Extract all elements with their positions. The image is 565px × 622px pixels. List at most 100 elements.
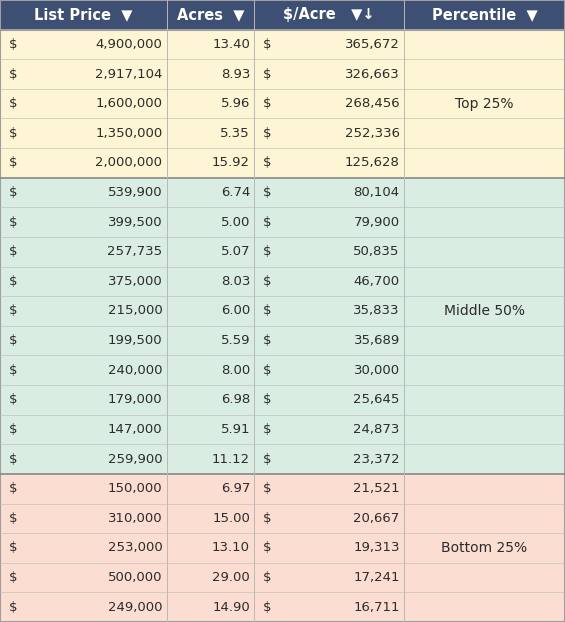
Text: 215,000: 215,000 (108, 305, 163, 317)
Text: 4,900,000: 4,900,000 (95, 38, 163, 51)
Text: $: $ (263, 334, 271, 347)
Text: Percentile  ▼: Percentile ▼ (432, 7, 537, 22)
Text: $: $ (263, 542, 271, 554)
Text: 310,000: 310,000 (108, 512, 163, 525)
Bar (0, 444, 565, 474)
Text: 6.74: 6.74 (221, 186, 250, 199)
Text: 8.03: 8.03 (221, 275, 250, 288)
Bar (0, 474, 565, 504)
Text: $: $ (263, 482, 271, 495)
Text: 539,900: 539,900 (108, 186, 163, 199)
Text: 240,000: 240,000 (108, 364, 163, 377)
Bar (0, 326, 565, 355)
Text: 15.00: 15.00 (212, 512, 250, 525)
Text: 16,711: 16,711 (353, 601, 400, 614)
Text: 25,645: 25,645 (353, 393, 400, 406)
Text: $: $ (8, 38, 17, 51)
Text: $: $ (8, 512, 17, 525)
Text: 11.12: 11.12 (212, 453, 250, 466)
Text: 147,000: 147,000 (108, 423, 163, 436)
Text: 500,000: 500,000 (108, 571, 163, 584)
Text: $: $ (263, 512, 271, 525)
Text: $: $ (8, 275, 17, 288)
Text: 5.07: 5.07 (220, 245, 250, 258)
Text: 19,313: 19,313 (353, 542, 400, 554)
Text: 268,456: 268,456 (345, 97, 400, 110)
Text: $: $ (263, 97, 271, 110)
Text: 79,900: 79,900 (354, 216, 400, 229)
Bar (0, 59, 565, 89)
Bar (0, 207, 565, 237)
Text: 253,000: 253,000 (108, 542, 163, 554)
Text: Acres  ▼: Acres ▼ (177, 7, 244, 22)
Text: 326,663: 326,663 (345, 68, 400, 80)
Text: Top 25%: Top 25% (455, 96, 514, 111)
Text: 13.40: 13.40 (212, 38, 250, 51)
Text: 30,000: 30,000 (354, 364, 400, 377)
Bar (0, 592, 565, 622)
Text: 17,241: 17,241 (353, 571, 400, 584)
Text: 21,521: 21,521 (353, 482, 400, 495)
Text: $: $ (8, 305, 17, 317)
Text: $: $ (263, 275, 271, 288)
Text: $: $ (263, 216, 271, 229)
Text: 5.91: 5.91 (220, 423, 250, 436)
Bar (0, 355, 565, 385)
Text: $: $ (8, 453, 17, 466)
Text: $: $ (263, 364, 271, 377)
Text: 5.96: 5.96 (221, 97, 250, 110)
Text: 399,500: 399,500 (108, 216, 163, 229)
Bar (0, 504, 565, 533)
Text: 35,833: 35,833 (353, 305, 400, 317)
Text: $: $ (263, 601, 271, 614)
Text: 125,628: 125,628 (345, 156, 400, 169)
Text: $: $ (263, 245, 271, 258)
Text: 29.00: 29.00 (212, 571, 250, 584)
Text: 2,917,104: 2,917,104 (95, 68, 163, 80)
Text: $: $ (263, 305, 271, 317)
Bar (0, 178, 565, 207)
Text: 257,735: 257,735 (107, 245, 163, 258)
Text: 23,372: 23,372 (353, 453, 400, 466)
Bar (0, 267, 565, 296)
Text: 6.98: 6.98 (221, 393, 250, 406)
Bar (0, 563, 565, 592)
Text: $: $ (263, 38, 271, 51)
Text: $: $ (8, 245, 17, 258)
Text: 375,000: 375,000 (108, 275, 163, 288)
Bar (0, 148, 565, 178)
Text: $: $ (8, 156, 17, 169)
Bar (0, 385, 565, 415)
Text: $: $ (8, 393, 17, 406)
Text: List Price  ▼: List Price ▼ (34, 7, 133, 22)
Bar (0, 237, 565, 267)
Text: 80,104: 80,104 (354, 186, 400, 199)
Text: 2,000,000: 2,000,000 (95, 156, 163, 169)
Text: 179,000: 179,000 (108, 393, 163, 406)
Text: 1,600,000: 1,600,000 (95, 97, 163, 110)
Text: 50,835: 50,835 (353, 245, 400, 258)
Bar (0, 296, 565, 326)
Text: $: $ (263, 571, 271, 584)
Text: $: $ (263, 453, 271, 466)
Text: $: $ (8, 571, 17, 584)
Text: $: $ (8, 601, 17, 614)
Text: 1,350,000: 1,350,000 (95, 127, 163, 140)
Text: 46,700: 46,700 (354, 275, 400, 288)
Text: 5.35: 5.35 (220, 127, 250, 140)
Text: 150,000: 150,000 (108, 482, 163, 495)
Bar (0, 89, 565, 118)
Text: 259,900: 259,900 (108, 453, 163, 466)
Text: $: $ (8, 97, 17, 110)
Text: 20,667: 20,667 (354, 512, 400, 525)
Text: 6.97: 6.97 (221, 482, 250, 495)
Text: 249,000: 249,000 (108, 601, 163, 614)
Text: 15.92: 15.92 (212, 156, 250, 169)
Text: $: $ (263, 68, 271, 80)
Text: 5.00: 5.00 (221, 216, 250, 229)
Text: 252,336: 252,336 (345, 127, 400, 140)
Text: $: $ (8, 68, 17, 80)
Text: Bottom 25%: Bottom 25% (441, 541, 528, 555)
Text: $: $ (8, 334, 17, 347)
Text: $: $ (263, 156, 271, 169)
